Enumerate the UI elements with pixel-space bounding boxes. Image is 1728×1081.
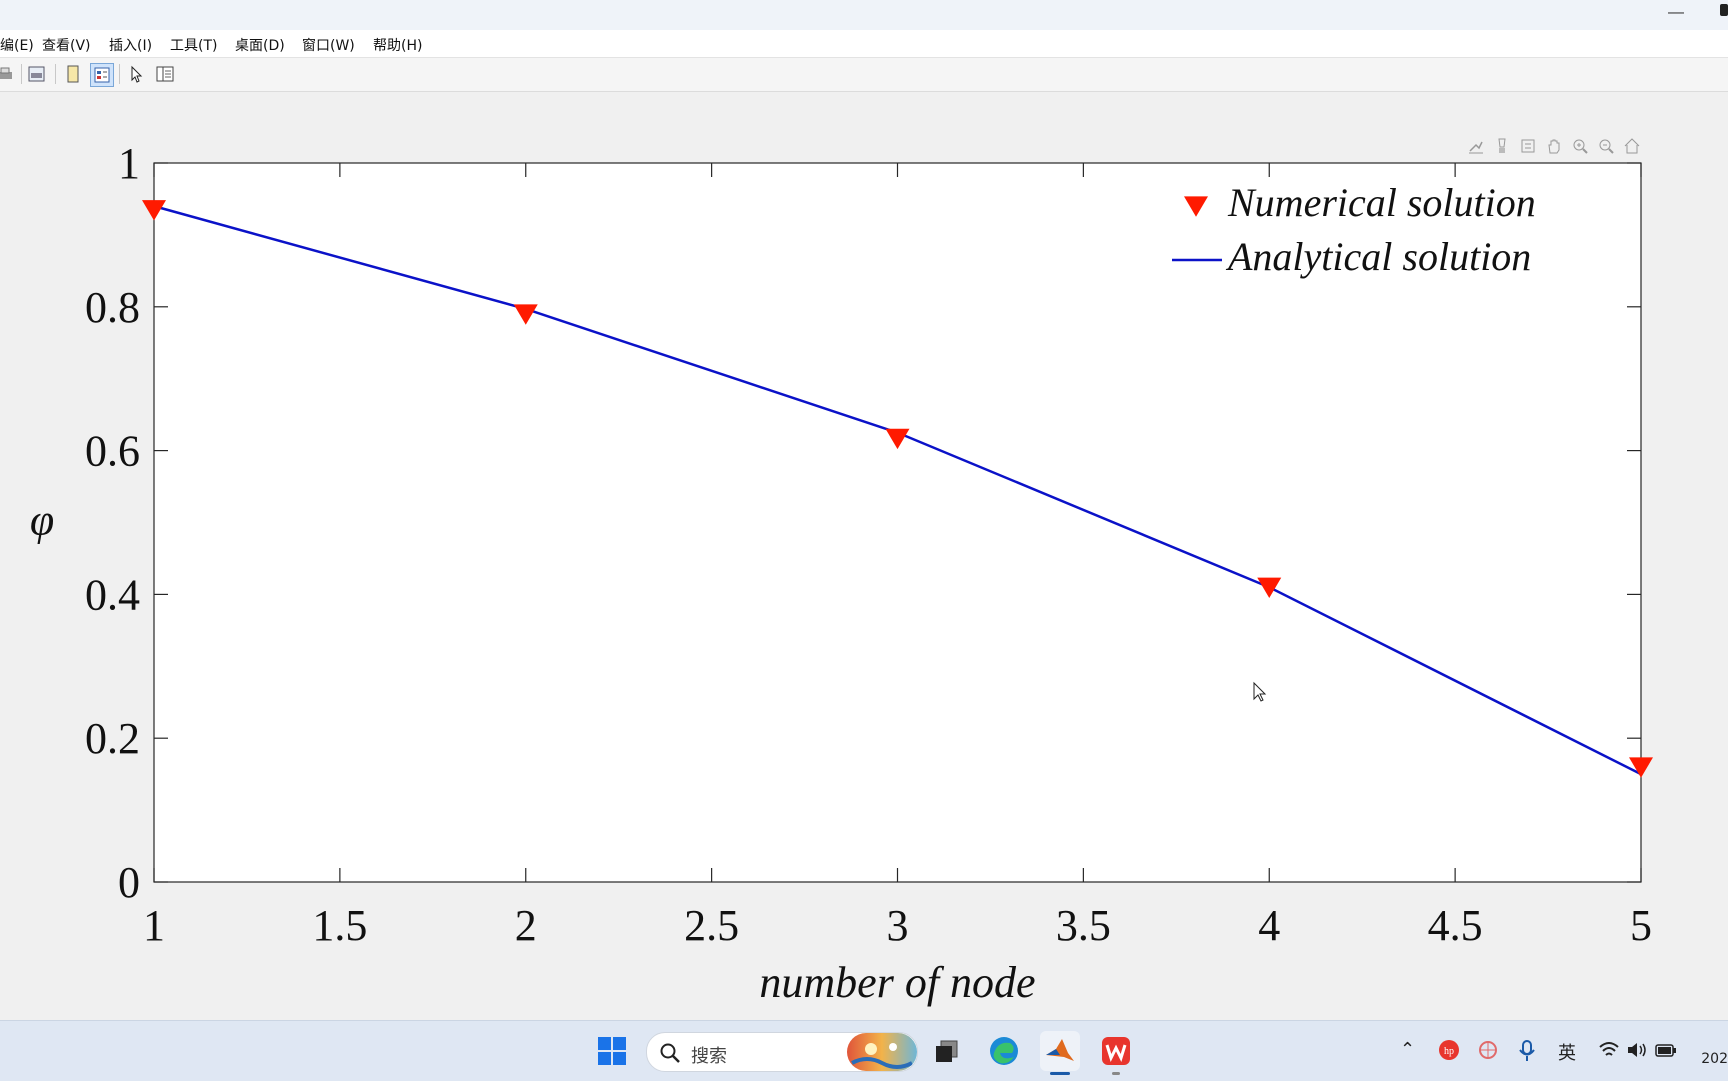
y-axis-label: φ <box>30 496 54 545</box>
property-editor-icon[interactable] <box>90 63 114 87</box>
legend-label-numerical: Numerical solution <box>1227 180 1536 225</box>
menu-insert[interactable]: 插入(I) <box>109 38 153 54</box>
legend-label-analytical: Analytical solution <box>1225 234 1531 279</box>
matlab-icon[interactable] <box>1040 1031 1080 1075</box>
zoom-in-icon[interactable] <box>1570 136 1590 156</box>
axes-toolbar <box>1466 136 1642 156</box>
x-tick-label: 2 <box>515 901 537 950</box>
window-titlebar: — <box>0 0 1728 30</box>
y-tick-label: 0.2 <box>85 714 140 763</box>
widget-icon[interactable] <box>847 1033 917 1071</box>
microphone-icon[interactable] <box>1518 1039 1536 1063</box>
wps-icon[interactable] <box>1096 1031 1136 1075</box>
legend-marker-numerical <box>1184 196 1208 217</box>
print-preview-icon[interactable] <box>26 63 48 85</box>
taskbar-search[interactable]: 搜索 <box>646 1032 918 1072</box>
tray-pinwheel-icon[interactable] <box>1477 1039 1499 1061</box>
new-figure-icon[interactable] <box>62 63 84 85</box>
data-point-marker <box>513 304 538 325</box>
brush-icon[interactable] <box>1492 136 1512 156</box>
x-tick-label: 3.5 <box>1056 901 1111 950</box>
x-tick-label: 1 <box>143 901 165 950</box>
svg-text:hp: hp <box>1444 1046 1454 1057</box>
data-point-marker <box>885 428 910 450</box>
pointer-icon[interactable] <box>126 63 148 85</box>
y-tick-label: 0 <box>118 858 140 907</box>
x-tick-label: 3 <box>887 901 909 950</box>
minimize-icon[interactable]: — <box>1668 4 1684 21</box>
tray-app-icon[interactable]: hp <box>1438 1039 1460 1061</box>
task-view-icon[interactable] <box>926 1031 966 1071</box>
print-icon[interactable] <box>0 63 16 85</box>
chevron-up-icon[interactable]: ⌃ <box>1400 1039 1416 1060</box>
mouse-cursor-icon <box>1253 681 1267 702</box>
x-axis-label: number of node <box>759 958 1035 1007</box>
y-tick-label: 1 <box>118 139 140 188</box>
x-tick-label: 4.5 <box>1428 901 1483 950</box>
window-edge <box>1720 4 1728 16</box>
menu-window[interactable]: 窗口(W) <box>302 38 355 54</box>
series-numerical-markers <box>142 200 1653 778</box>
edge-icon[interactable] <box>984 1031 1024 1071</box>
plot-chart: 1 1.5 2 2.5 3 3.5 4 4.5 5 0 0.2 0.4 0.6 0.8 1 number … <box>30 139 1653 1007</box>
plot-browser-icon[interactable] <box>154 63 176 85</box>
legend: Numerical solution Analytical solution <box>1172 180 1536 279</box>
menu-edit[interactable]: 编(E) <box>0 38 34 54</box>
data-point-marker <box>1629 757 1653 778</box>
x-tick-label: 5 <box>1630 901 1652 950</box>
battery-icon[interactable] <box>1654 1041 1678 1059</box>
ime-indicator[interactable]: 英 <box>1558 1043 1576 1064</box>
taskbar: 搜索 ⌃ hp 英 202 <box>0 1020 1728 1081</box>
data-point-marker <box>142 200 166 221</box>
wifi-icon[interactable] <box>1598 1041 1620 1059</box>
axis-ticks <box>153 162 1642 883</box>
x-tick-label: 2.5 <box>684 901 739 950</box>
pan-icon[interactable] <box>1544 136 1564 156</box>
search-icon <box>660 1043 680 1063</box>
y-tick-labels: 0 0.2 0.4 0.6 0.8 1 <box>85 139 140 907</box>
search-placeholder: 搜索 <box>691 1046 727 1067</box>
y-tick-label: 0.4 <box>85 570 140 619</box>
menu-view[interactable]: 查看(V) <box>42 38 91 54</box>
home-icon[interactable] <box>1622 136 1642 156</box>
start-icon[interactable] <box>592 1031 632 1071</box>
x-tick-label: 4 <box>1258 901 1280 950</box>
x-tick-label: 1.5 <box>312 901 367 950</box>
y-tick-label: 0.6 <box>85 427 140 476</box>
datatip-icon[interactable] <box>1518 136 1538 156</box>
menu-bar: 编(E) 查看(V) 插入(I) 工具(T) 桌面(D) 窗口(W) 帮助(H) <box>0 30 1728 58</box>
volume-icon[interactable] <box>1626 1041 1648 1059</box>
figure-toolbar <box>0 58 1728 92</box>
data-point-marker <box>1257 577 1282 599</box>
zoom-out-icon[interactable] <box>1596 136 1616 156</box>
menu-desktop[interactable]: 桌面(D) <box>235 38 285 54</box>
menu-tools[interactable]: 工具(T) <box>170 38 218 54</box>
y-tick-label: 0.8 <box>85 283 140 332</box>
clock: 202 <box>1701 1051 1728 1067</box>
export-icon[interactable] <box>1466 136 1486 156</box>
x-tick-labels: 1 1.5 2 2.5 3 3.5 4 4.5 5 <box>143 901 1652 950</box>
menu-help[interactable]: 帮助(H) <box>373 38 423 54</box>
